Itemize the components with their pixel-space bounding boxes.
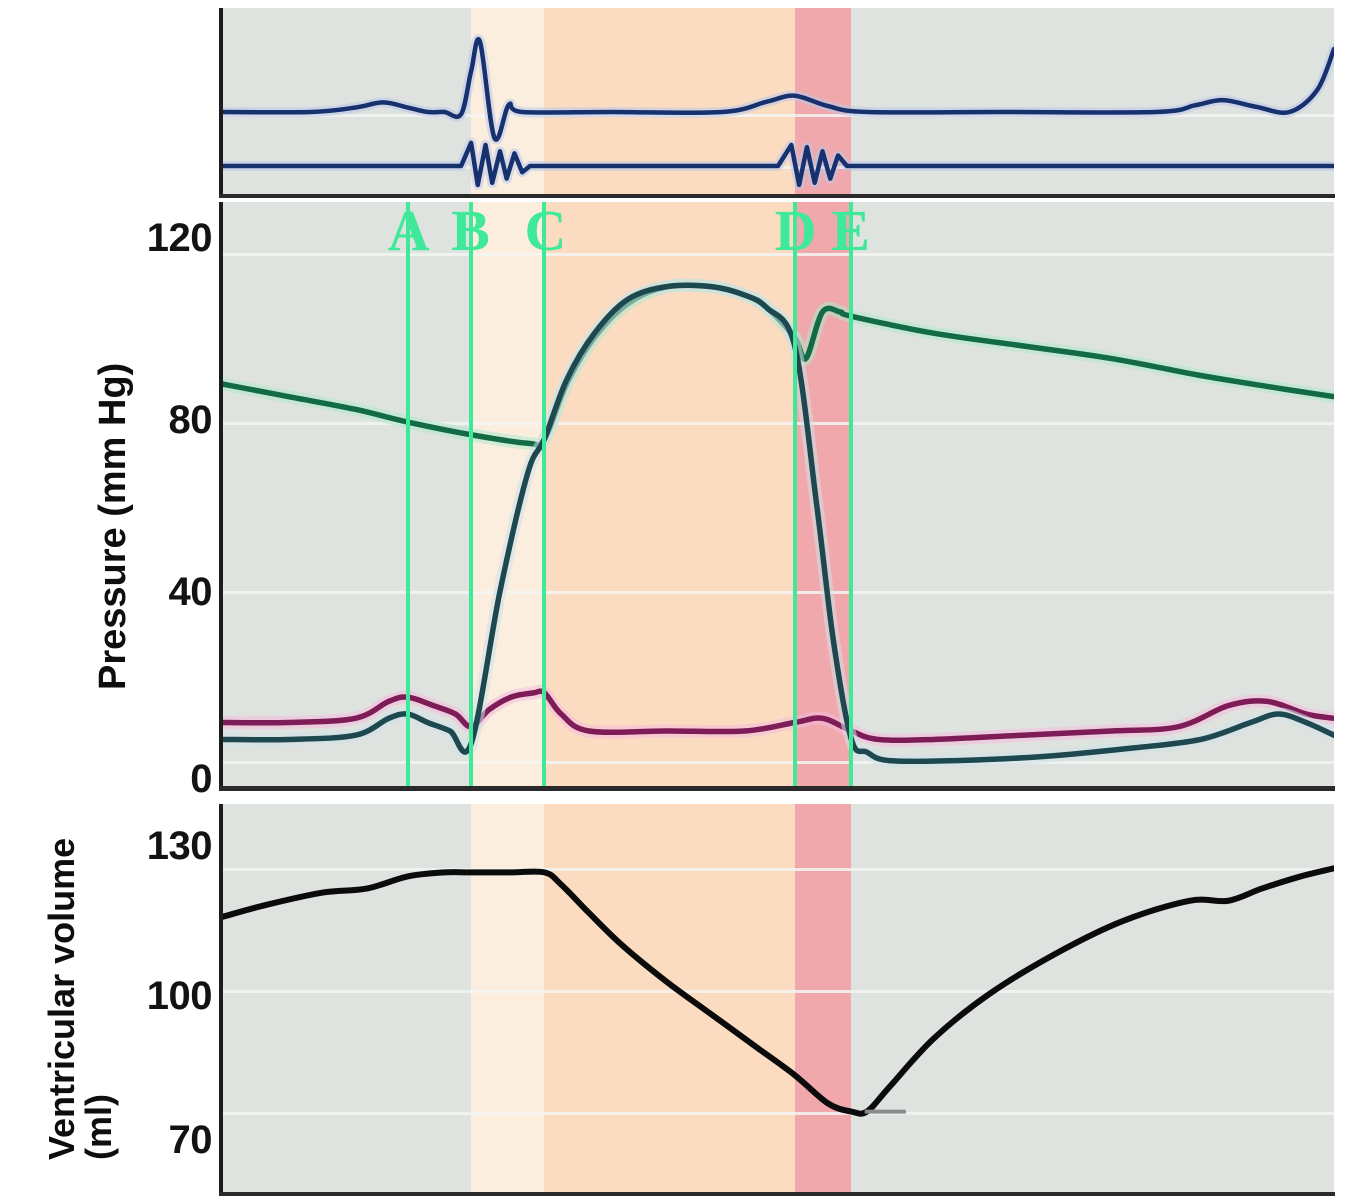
pressure-ytick-120: 120 bbox=[146, 216, 213, 260]
pressure-svg bbox=[222, 278, 1334, 768]
volume-ytick-70: 70 bbox=[168, 1118, 213, 1162]
gridline bbox=[222, 989, 1334, 993]
volume-bottom-spine bbox=[219, 1192, 1335, 1196]
gridline bbox=[222, 591, 1334, 595]
ecg-panel bbox=[219, 8, 1335, 198]
event-marker-line-D bbox=[792, 202, 797, 786]
pressure-plot-area bbox=[222, 202, 1334, 786]
volume-svg bbox=[222, 865, 1334, 1117]
event-label-E: E bbox=[831, 198, 871, 263]
pressure-ytick-80: 80 bbox=[168, 398, 213, 442]
ecg-halo bbox=[222, 34, 1334, 145]
pressure-left-spine bbox=[219, 202, 223, 788]
pressure-ytick-40: 40 bbox=[168, 570, 213, 614]
ecg-svg bbox=[222, 34, 1334, 190]
gridline bbox=[222, 760, 1334, 764]
event-label-D: D bbox=[774, 198, 817, 263]
gridline bbox=[222, 1111, 1334, 1115]
gridline bbox=[222, 422, 1334, 426]
ecg-plot-area bbox=[222, 8, 1334, 194]
ecg-bottom-spine bbox=[219, 194, 1335, 198]
phase-band-diastole-filling bbox=[851, 202, 1334, 786]
volume-ytick-130: 130 bbox=[146, 824, 213, 868]
event-marker-line-E bbox=[849, 202, 854, 786]
volume-axis-title: Ventricular volume (ml) bbox=[41, 837, 119, 1160]
ecg-left-spine bbox=[219, 8, 223, 196]
pressure-panel bbox=[219, 202, 1335, 791]
pressure-bottom-spine bbox=[219, 786, 1335, 791]
ventricular-volume-curve bbox=[222, 865, 1334, 1117]
pressure-axis-title: Pressure (mm Hg) bbox=[92, 362, 134, 690]
volume-plot-area bbox=[222, 804, 1334, 1192]
heart-sounds-trace bbox=[222, 140, 1334, 188]
phase-band-diastole-early bbox=[222, 202, 472, 786]
event-label-C: C bbox=[524, 198, 567, 263]
event-marker-line-B bbox=[469, 202, 474, 786]
ventricular-pressure-curve bbox=[222, 282, 1334, 765]
ecg-trace bbox=[222, 37, 1334, 142]
event-label-A: A bbox=[387, 198, 430, 263]
atrial-pressure-curve bbox=[222, 688, 1334, 744]
pressure-ytick-0: 0 bbox=[190, 757, 212, 801]
event-label-B: B bbox=[451, 198, 490, 263]
volume-ytick-100: 100 bbox=[146, 974, 213, 1018]
gridline bbox=[222, 868, 1334, 872]
event-marker-line-A bbox=[405, 202, 410, 786]
gridline bbox=[222, 114, 1334, 117]
ventricular-pressure-curve-halo bbox=[222, 278, 1334, 768]
volume-panel bbox=[219, 804, 1335, 1196]
event-marker-line-C bbox=[542, 202, 547, 786]
volume-left-spine bbox=[219, 804, 223, 1194]
gridline bbox=[222, 252, 1334, 256]
